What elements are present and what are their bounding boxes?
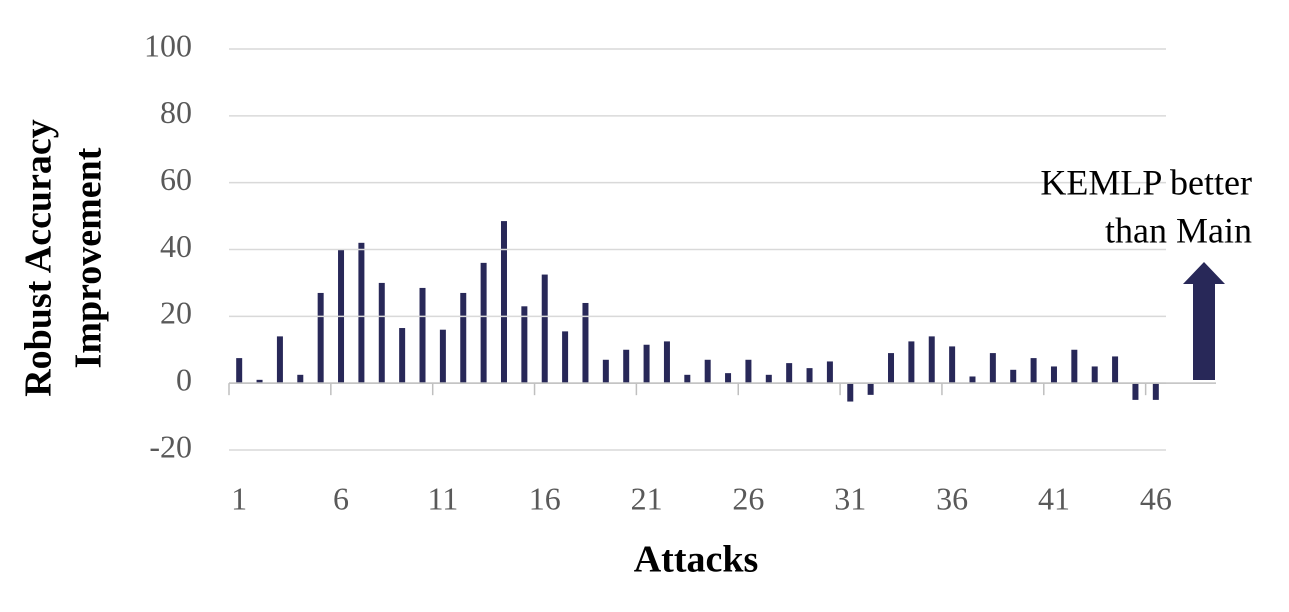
bar [521,306,528,384]
bar [643,344,650,384]
x-tick-label: 31 [834,480,866,516]
bar [1030,358,1037,384]
y-tick-label: 60 [160,161,192,197]
x-tick-label: 11 [427,480,458,516]
bar [562,331,569,384]
x-tick-label: 16 [529,480,561,516]
bar [725,373,732,384]
x-tick-label: 21 [631,480,663,516]
bar [847,383,854,402]
bar [1010,369,1017,384]
bar [317,292,324,384]
x-tick-label: 46 [1140,480,1172,516]
bar [684,374,691,384]
x-tick-label: 1 [231,480,247,516]
annotation: KEMLP better [1040,162,1252,202]
bar [867,383,874,395]
bar [541,274,548,384]
bar [826,361,833,384]
bar [602,359,609,384]
y-axis-title: Robust Accuracy Improvement [18,119,110,397]
bar [928,336,935,384]
y-tick-label: -20 [149,428,192,464]
arrow [1183,262,1225,380]
bar [399,328,406,384]
bar [256,379,263,384]
bar [888,353,895,384]
bar [1071,349,1078,384]
y-tick-label: 100 [144,27,192,63]
y-tick-label: 0 [176,362,192,398]
x-tick-label: 26 [732,480,764,516]
bar [1152,383,1159,400]
x-axis-title: Attacks [634,539,759,581]
y-tick-label: 20 [160,295,192,331]
bar [765,374,772,384]
bar [663,341,670,384]
bar [786,363,793,384]
bar [276,336,283,384]
bar [236,358,243,384]
bar [989,353,996,384]
bar [1050,366,1057,384]
bar [1132,383,1139,400]
bar [439,329,446,384]
annotation: than Main [1105,210,1252,250]
y-tick-label: 80 [160,94,192,130]
bar [704,359,711,384]
x-tick-label: 41 [1038,480,1070,516]
bar [358,242,365,384]
bar [419,287,426,384]
bar [500,221,507,384]
y-tick-label: 40 [160,228,192,264]
bar [582,302,589,384]
bar [623,349,630,384]
bar [480,262,487,384]
bar [297,374,304,384]
y-axis-title-line: Improvement [68,147,110,368]
bar [949,346,956,384]
bar [908,341,915,384]
x-tick-label: 36 [936,480,968,516]
bar [1091,366,1098,384]
bar [806,368,813,384]
bar [460,292,467,384]
bar [745,359,752,384]
y-axis-title-line: Robust Accuracy [18,119,60,397]
bar [1112,356,1119,384]
bar [969,376,976,384]
bar [378,282,385,384]
x-tick-label: 6 [333,480,349,516]
